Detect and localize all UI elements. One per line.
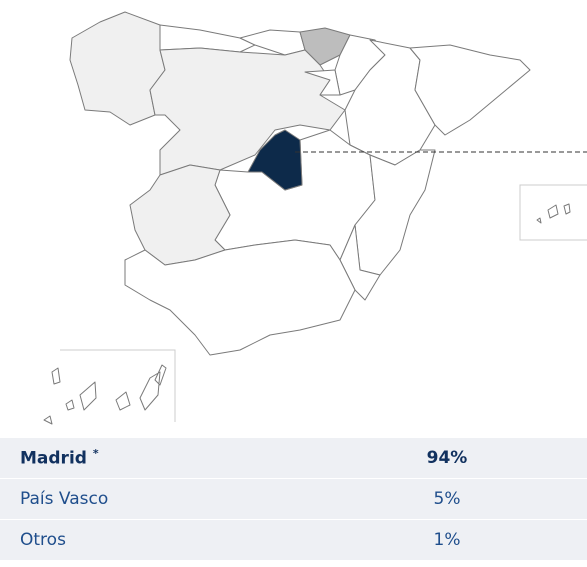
share-value: 94% bbox=[426, 448, 468, 468]
region-madrid bbox=[247, 129, 303, 191]
region-name: Otros bbox=[20, 530, 66, 550]
region-castilla-leon bbox=[149, 47, 346, 176]
region-galicia bbox=[69, 11, 166, 126]
table-row: País Vasco 5% bbox=[0, 479, 587, 519]
region-andalucia bbox=[124, 239, 356, 356]
share-value: 1% bbox=[433, 530, 461, 550]
table-row: Madrid * 94% bbox=[0, 438, 587, 478]
spain-map bbox=[43, 11, 587, 425]
region-name: País Vasco bbox=[20, 489, 109, 509]
region-la-rioja bbox=[304, 69, 341, 96]
share-value: 5% bbox=[433, 489, 461, 509]
table-row: Otros 1% bbox=[0, 520, 587, 560]
note-mark: * bbox=[92, 447, 99, 461]
region-label: Madrid bbox=[20, 448, 87, 469]
region-cantabria bbox=[239, 29, 306, 56]
canarias bbox=[43, 364, 167, 425]
baleares-frame bbox=[519, 184, 587, 241]
table: Madrid * 94% País Vasco 5% Otros 1% bbox=[0, 438, 587, 561]
region-name: Madrid * bbox=[0, 447, 377, 469]
baleares bbox=[536, 203, 571, 224]
region-cataluna bbox=[409, 44, 531, 136]
canarias-frame bbox=[60, 349, 176, 422]
